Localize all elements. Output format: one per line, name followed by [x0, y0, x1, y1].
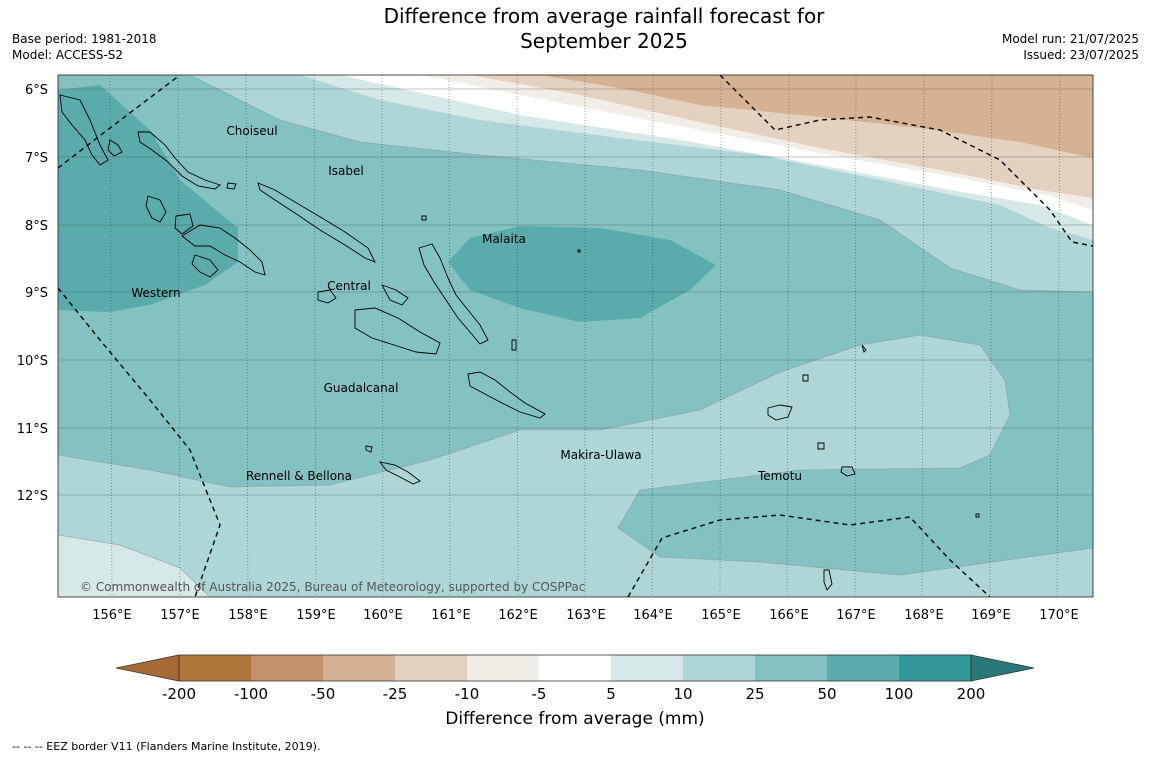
colorbar-swatch — [395, 655, 467, 681]
lon-label: 164°E — [633, 608, 673, 623]
colorbar-swatch — [179, 655, 251, 681]
run-info: Model run: 21/07/2025 Issued: 23/07/2025 — [1002, 31, 1139, 63]
colorbar-swatch — [539, 655, 611, 681]
lat-label: 7°S — [25, 151, 48, 166]
issued-date: Issued: 23/07/2025 — [1023, 48, 1139, 62]
colorbar-tick: 200 — [957, 685, 986, 703]
lon-label: 166°E — [769, 608, 809, 623]
place-label-western: Western — [131, 286, 180, 300]
colorbar-tick: 5 — [606, 685, 616, 703]
place-labels: Choiseul Isabel Malaita Western Central … — [131, 124, 802, 483]
colorbar-swatch — [683, 655, 755, 681]
colorbar-min-extend — [115, 654, 180, 682]
lon-label: 170°E — [1039, 608, 1079, 623]
place-label-rennell-bellona: Rennell & Bellona — [246, 469, 352, 483]
place-label-guadalcanal: Guadalcanal — [324, 381, 399, 395]
model-run-date: Model run: 21/07/2025 — [1001, 32, 1139, 46]
colorbar-tick: -25 — [383, 685, 408, 703]
lon-label: 157°E — [160, 608, 200, 623]
place-label-malaita: Malaita — [482, 232, 526, 246]
lon-label: 167°E — [836, 608, 876, 623]
lon-label: 168°E — [904, 608, 944, 623]
place-label-central: Central — [327, 279, 371, 293]
lon-label: 163°E — [566, 608, 606, 623]
colorbar-tick: 100 — [885, 685, 914, 703]
map-title: Difference from average rainfall forecas… — [340, 4, 868, 54]
zone-50-100-west — [58, 85, 238, 312]
colorbar-swatch — [467, 655, 539, 681]
place-label-isabel: Isabel — [328, 164, 363, 178]
map-frame — [57, 74, 1094, 598]
colorbar-tick: -5 — [532, 685, 547, 703]
lon-label: 165°E — [701, 608, 741, 623]
colorbar-swatch — [899, 655, 971, 681]
colorbar-swatch — [755, 655, 827, 681]
copyright-credit: © Commonwealth of Australia 2025, Bureau… — [80, 580, 586, 594]
colorbar-tick: 25 — [745, 685, 764, 703]
lon-label: 162°E — [498, 608, 538, 623]
lon-label: 156°E — [92, 608, 132, 623]
lat-label: 12°S — [17, 489, 48, 504]
colorbar-tick: -50 — [311, 685, 336, 703]
title-line-2: September 2025 — [520, 29, 688, 53]
lat-label: 8°S — [25, 219, 48, 234]
colorbar-swatch — [323, 655, 395, 681]
colorbar-tick: -10 — [455, 685, 480, 703]
lon-label: 159°E — [296, 608, 336, 623]
zone-10-25-south — [58, 335, 1093, 597]
lat-label: 10°S — [17, 354, 48, 369]
model-name: Model: ACCESS-S2 — [12, 48, 124, 62]
place-label-temotu: Temotu — [757, 469, 802, 483]
lon-label: 169°E — [971, 608, 1011, 623]
lat-label: 6°S — [25, 83, 48, 98]
base-period: Base period: 1981-2018 — [12, 32, 157, 46]
zone-5-10-sw — [58, 535, 210, 597]
colorbar-title: Difference from average (mm) — [445, 709, 705, 729]
colorbar-tick: -200 — [162, 685, 196, 703]
colorbar-max-extend — [970, 654, 1035, 682]
lat-label: 9°S — [25, 286, 48, 301]
colorbar: -200 -100 -50 -25 -10 -5 5 10 25 50 100 … — [115, 654, 1035, 703]
colorbar-swatch — [251, 655, 323, 681]
colorbar-tick: -100 — [234, 685, 268, 703]
eez-legend-note: -- -- -- EEZ border V11 (Flanders Marine… — [12, 740, 321, 753]
place-label-choiseul: Choiseul — [226, 124, 277, 138]
colorbar-tick: 50 — [817, 685, 836, 703]
place-label-makira-ulawa: Makira-Ulawa — [560, 448, 641, 462]
zone-50-100-malaita — [448, 226, 716, 322]
colorbar-tick: 10 — [673, 685, 692, 703]
colorbar-swatch — [827, 655, 899, 681]
title-line-1: Difference from average rainfall forecas… — [383, 4, 825, 28]
lon-label: 158°E — [228, 608, 268, 623]
lon-label: 161°E — [431, 608, 471, 623]
lat-label: 11°S — [17, 422, 48, 437]
lon-label: 160°E — [363, 608, 403, 623]
lon-axis: 156°E 157°E 158°E 159°E 160°E 161°E 162°… — [92, 608, 1079, 623]
colorbar-swatch — [611, 655, 683, 681]
model-info: Base period: 1981-2018 Model: ACCESS-S2 — [12, 31, 157, 63]
lat-axis: 6°S 7°S 8°S 9°S 10°S 11°S 12°S — [17, 83, 48, 504]
zone-minus25-50 — [540, 75, 1093, 158]
